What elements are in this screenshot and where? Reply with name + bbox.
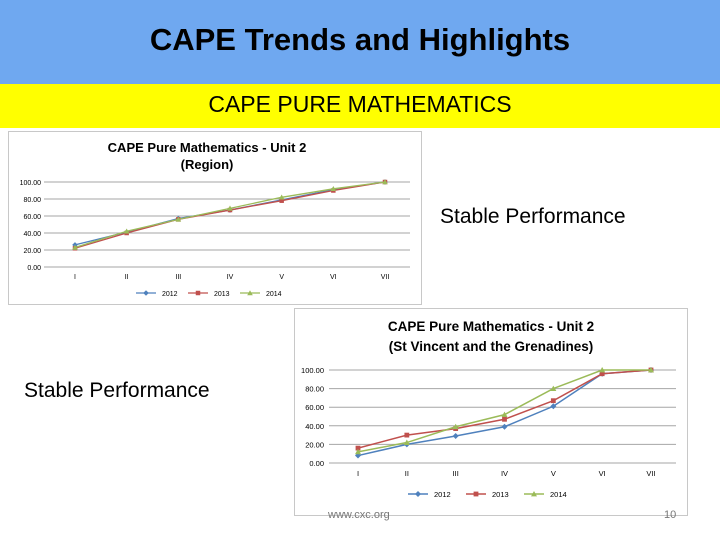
region-chart-x-tick-label: VI xyxy=(330,274,337,281)
region-chart-x-tick-label: III xyxy=(175,274,181,281)
svg-chart-y-tick-label: 0.00 xyxy=(309,459,324,468)
svg-chart-series-2014-point xyxy=(550,385,557,391)
svg-chart-x-tick-label: I xyxy=(357,469,359,478)
region-line-chart: CAPE Pure Mathematics - Unit 2 (Region) 0.… xyxy=(8,131,422,305)
svg-chart-legend-2013-label: 2013 xyxy=(492,490,509,499)
svg-chart-x-tick-label: IV xyxy=(501,469,508,478)
region-chart-series-2013-point xyxy=(279,198,284,203)
svg-chart-series-2014-point xyxy=(599,367,606,373)
svg-chart-series-2012-point xyxy=(452,433,459,440)
region-chart-x-tick-label: II xyxy=(125,274,129,281)
region-chart-series-2014-point xyxy=(330,186,337,192)
svg-line-chart: CAPE Pure Mathematics - Unit 2 (St Vincen… xyxy=(294,308,688,516)
region-chart-y-tick-label: 60.00 xyxy=(23,214,41,221)
region-chart-y-tick-label: 20.00 xyxy=(23,248,41,255)
region-chart-series-2014-point xyxy=(278,194,285,200)
footer-url: www.cxc.org xyxy=(328,509,390,521)
region-chart-x-tick-label: VII xyxy=(381,274,390,281)
subtitle-band xyxy=(0,84,720,128)
svg-chart-y-tick-label: 40.00 xyxy=(305,422,324,431)
page-number: 10 xyxy=(664,509,677,521)
region-chart-series-2014-point xyxy=(123,228,130,234)
svg-chart-title: CAPE Pure Mathematics - Unit 2 xyxy=(388,319,594,334)
slide-subtitle: CAPE PURE MATHEMATICS xyxy=(208,91,512,117)
svg-chart-series-2013-point xyxy=(599,371,605,377)
svg-chart-series-2014-point xyxy=(452,423,459,430)
region-chart-series-2014-point xyxy=(382,179,388,185)
region-chart-legend-2012-marker xyxy=(143,290,149,296)
region-chart-title: CAPE Pure Mathematics - Unit 2 xyxy=(108,140,307,155)
slide-title: CAPE Trends and Highlights xyxy=(149,22,571,57)
region-chart-series-2014-point xyxy=(72,244,78,250)
svg-chart-series-2013-point xyxy=(404,432,410,438)
region-chart-x-tick-label: IV xyxy=(227,274,234,281)
region-chart-series-2014-point xyxy=(175,216,182,222)
region-chart-legend-2013-marker xyxy=(195,290,201,296)
svg-chart-series-2012-point xyxy=(550,403,557,410)
region-chart-y-tick-label: 40.00 xyxy=(23,231,41,238)
svg-chart-y-tick-label: 20.00 xyxy=(305,440,324,449)
region-chart-legend-2013-label: 2013 xyxy=(214,291,230,298)
svg-chart-series-2013-point xyxy=(355,445,361,451)
svg-chart-legend-2014-label: 2014 xyxy=(550,490,567,499)
svg-chart-x-tick-label: VI xyxy=(599,469,606,478)
svg-chart-subtitle: (St Vincent and the Grenadines) xyxy=(389,339,594,354)
svg-chart-x-tick-label: VII xyxy=(646,469,655,478)
svg-chart-series-2014-point xyxy=(648,367,654,373)
svg-chart-series-2014-point xyxy=(501,411,508,418)
svg-chart-series-2013-point xyxy=(550,398,556,404)
svg-chart-legend-2014-marker xyxy=(531,491,537,497)
region-chart-y-tick-label: 100.00 xyxy=(20,180,42,187)
svg-chart-series-2013-point xyxy=(502,416,507,422)
region-chart-y-tick-label: 0.00 xyxy=(27,265,41,272)
region-chart-subtitle: (Region) xyxy=(181,157,234,172)
svg-chart-x-tick-label: III xyxy=(453,469,459,478)
region-chart-x-tick-label: I xyxy=(74,274,76,281)
region-chart-legend-2012-label: 2012 xyxy=(162,291,178,298)
svg-chart-series-2012-point xyxy=(501,423,508,430)
stable-performance-note-bottom: Stable Performance xyxy=(24,379,210,402)
header-bar xyxy=(0,0,720,84)
region-chart-y-tick-label: 80.00 xyxy=(23,197,41,204)
svg-chart-legend-2013-marker xyxy=(473,491,479,497)
region-chart-legend-2014-label: 2014 xyxy=(266,291,282,298)
svg-chart-x-tick-label: V xyxy=(551,469,556,478)
svg-chart-y-tick-label: 100.00 xyxy=(301,366,324,375)
svg-chart-legend-2012-marker xyxy=(415,491,421,497)
region-chart-series-2014-point xyxy=(227,205,233,211)
region-chart-x-tick-label: V xyxy=(279,274,284,281)
svg-chart-series-2014-point xyxy=(403,439,410,445)
svg-chart-legend-2012-label: 2012 xyxy=(434,490,451,499)
svg-chart-x-tick-label: II xyxy=(405,469,409,478)
region-chart-legend-2014-marker xyxy=(247,290,253,296)
svg-chart-frame xyxy=(294,308,688,516)
svg-chart-y-tick-label: 80.00 xyxy=(305,385,324,394)
region-chart-frame xyxy=(8,131,422,305)
svg-chart-y-tick-label: 60.00 xyxy=(305,403,324,412)
svg-chart-series-2014-point xyxy=(355,448,361,455)
stable-performance-note-top: Stable Performance xyxy=(440,205,626,228)
